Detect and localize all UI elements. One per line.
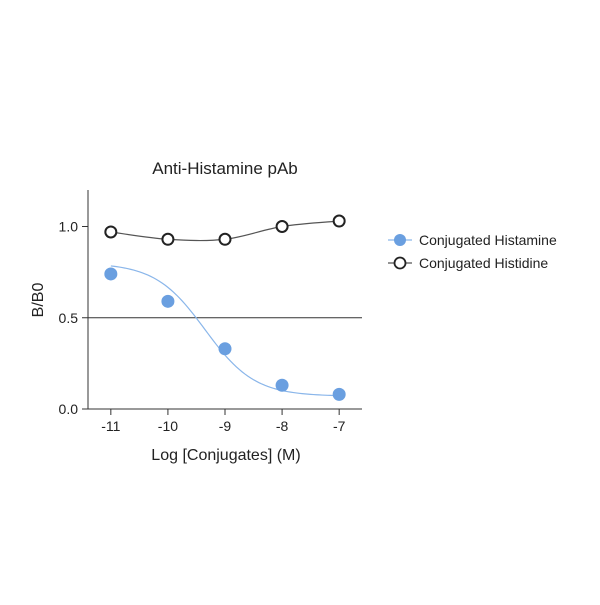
- fit-curve-histamine: [110, 265, 337, 397]
- point-histamine: [161, 294, 175, 308]
- fit-curves: [110, 220, 340, 397]
- point-histamine: [275, 378, 289, 392]
- y-tick-label: 0.5: [59, 310, 79, 326]
- point-histidine: [218, 232, 232, 246]
- y-tick-label: 1.0: [59, 219, 79, 235]
- x-tick-label: -11: [101, 418, 120, 434]
- data-points: [104, 214, 346, 401]
- point-histamine: [218, 342, 232, 356]
- y-axis-label: B/B0: [30, 283, 47, 318]
- point-histidine: [275, 220, 289, 233]
- point-histidine: [332, 214, 346, 228]
- chart-title: Anti-Histamine pAb: [152, 159, 298, 178]
- legend-label-histidine: Conjugated Histidine: [419, 255, 548, 271]
- axes: 0.0 0.5 1.0 -11 -10 -9 -8 -7: [59, 190, 362, 434]
- point-histidine: [161, 232, 175, 246]
- legend-marker-histidine: [393, 256, 407, 270]
- x-tick-label: -8: [276, 418, 289, 434]
- point-histamine: [332, 387, 346, 401]
- legend-label-histamine: Conjugated Histamine: [419, 232, 557, 248]
- legend-entry-histamine: Conjugated Histamine: [388, 232, 557, 248]
- y-tick-label: 0.0: [59, 401, 79, 417]
- point-histidine: [104, 225, 118, 239]
- legend: Conjugated Histamine Conjugated Histidin…: [388, 232, 557, 271]
- legend-marker-histamine: [394, 234, 406, 246]
- x-axis-label: Log [Conjugates] (M): [151, 447, 300, 464]
- x-tick-label: -9: [219, 418, 232, 434]
- legend-entry-histidine: Conjugated Histidine: [388, 255, 548, 271]
- x-tick-label: -7: [333, 418, 346, 434]
- point-histamine: [104, 267, 118, 281]
- x-tick-label: -10: [158, 418, 178, 434]
